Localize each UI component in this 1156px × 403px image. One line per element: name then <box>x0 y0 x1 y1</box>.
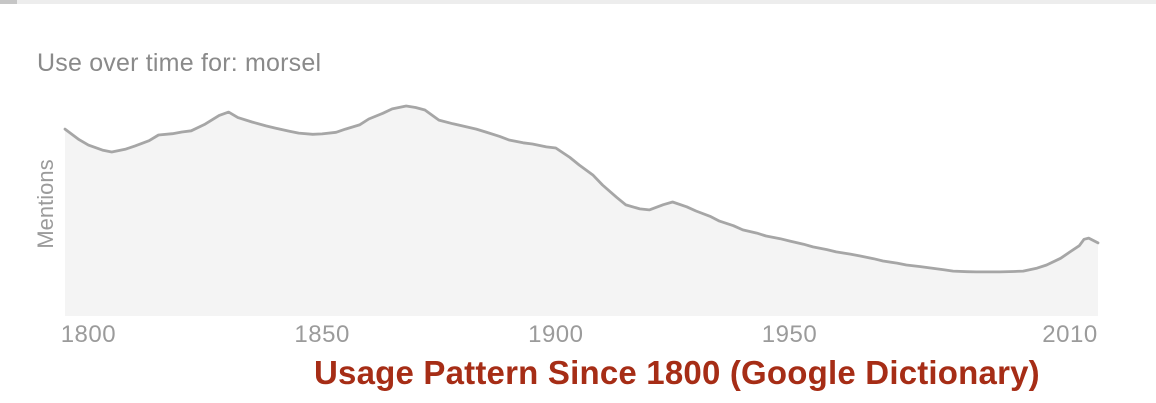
y-axis-label: Mentions <box>33 159 58 249</box>
chart-title: Use over time for: morsel <box>37 49 322 77</box>
chart-caption: Usage Pattern Since 1800 (Google Diction… <box>314 354 1040 391</box>
top-divider <box>0 0 1156 4</box>
x-tick-label: 1900 <box>528 321 584 348</box>
x-tick-label: 2010 <box>1042 321 1098 348</box>
x-tick-label: 1950 <box>761 321 818 348</box>
x-tick-label: 1800 <box>60 321 117 348</box>
x-axis-ticks: 1800 1850 1900 1950 2010 <box>0 321 1156 348</box>
x-tick-label: 1850 <box>294 321 350 348</box>
top-divider-accent <box>0 0 17 4</box>
trend-line <box>63 104 1100 274</box>
area-fill-shape <box>65 106 1098 316</box>
